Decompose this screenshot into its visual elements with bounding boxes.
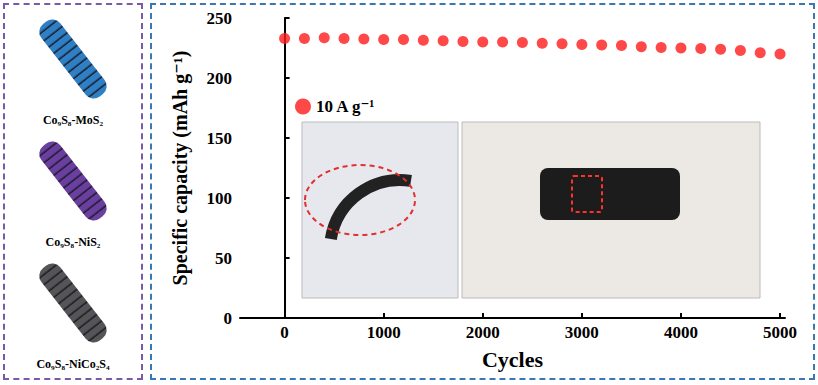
- svg-text:Specific capacity (mAh g⁻¹): Specific capacity (mAh g⁻¹): [169, 51, 192, 286]
- svg-text:150: 150: [207, 129, 233, 148]
- svg-text:10 A g⁻¹: 10 A g⁻¹: [316, 97, 374, 116]
- svg-text:5000: 5000: [763, 323, 797, 342]
- svg-text:Cycles: Cycles: [482, 347, 544, 372]
- svg-text:100: 100: [207, 189, 233, 208]
- svg-text:2000: 2000: [466, 323, 500, 342]
- html-text:Co₉S₈-NiCo₂S₄: Co₉S₈-NiCo₂S₄: [36, 357, 110, 371]
- svg-text:1000: 1000: [367, 323, 401, 342]
- svg-text:0: 0: [280, 323, 289, 342]
- svg-text:50: 50: [215, 249, 232, 268]
- html-text:Co₉S₈-MoS₂: Co₉S₈-MoS₂: [42, 113, 104, 127]
- svg-text:4000: 4000: [664, 323, 698, 342]
- svg-text:200: 200: [207, 69, 233, 88]
- svg-text:0: 0: [224, 309, 233, 328]
- svg-text:3000: 3000: [565, 323, 599, 342]
- html-text:Co₉S₈-NiS₂: Co₉S₈-NiS₂: [45, 235, 101, 249]
- svg-text:250: 250: [207, 9, 233, 28]
